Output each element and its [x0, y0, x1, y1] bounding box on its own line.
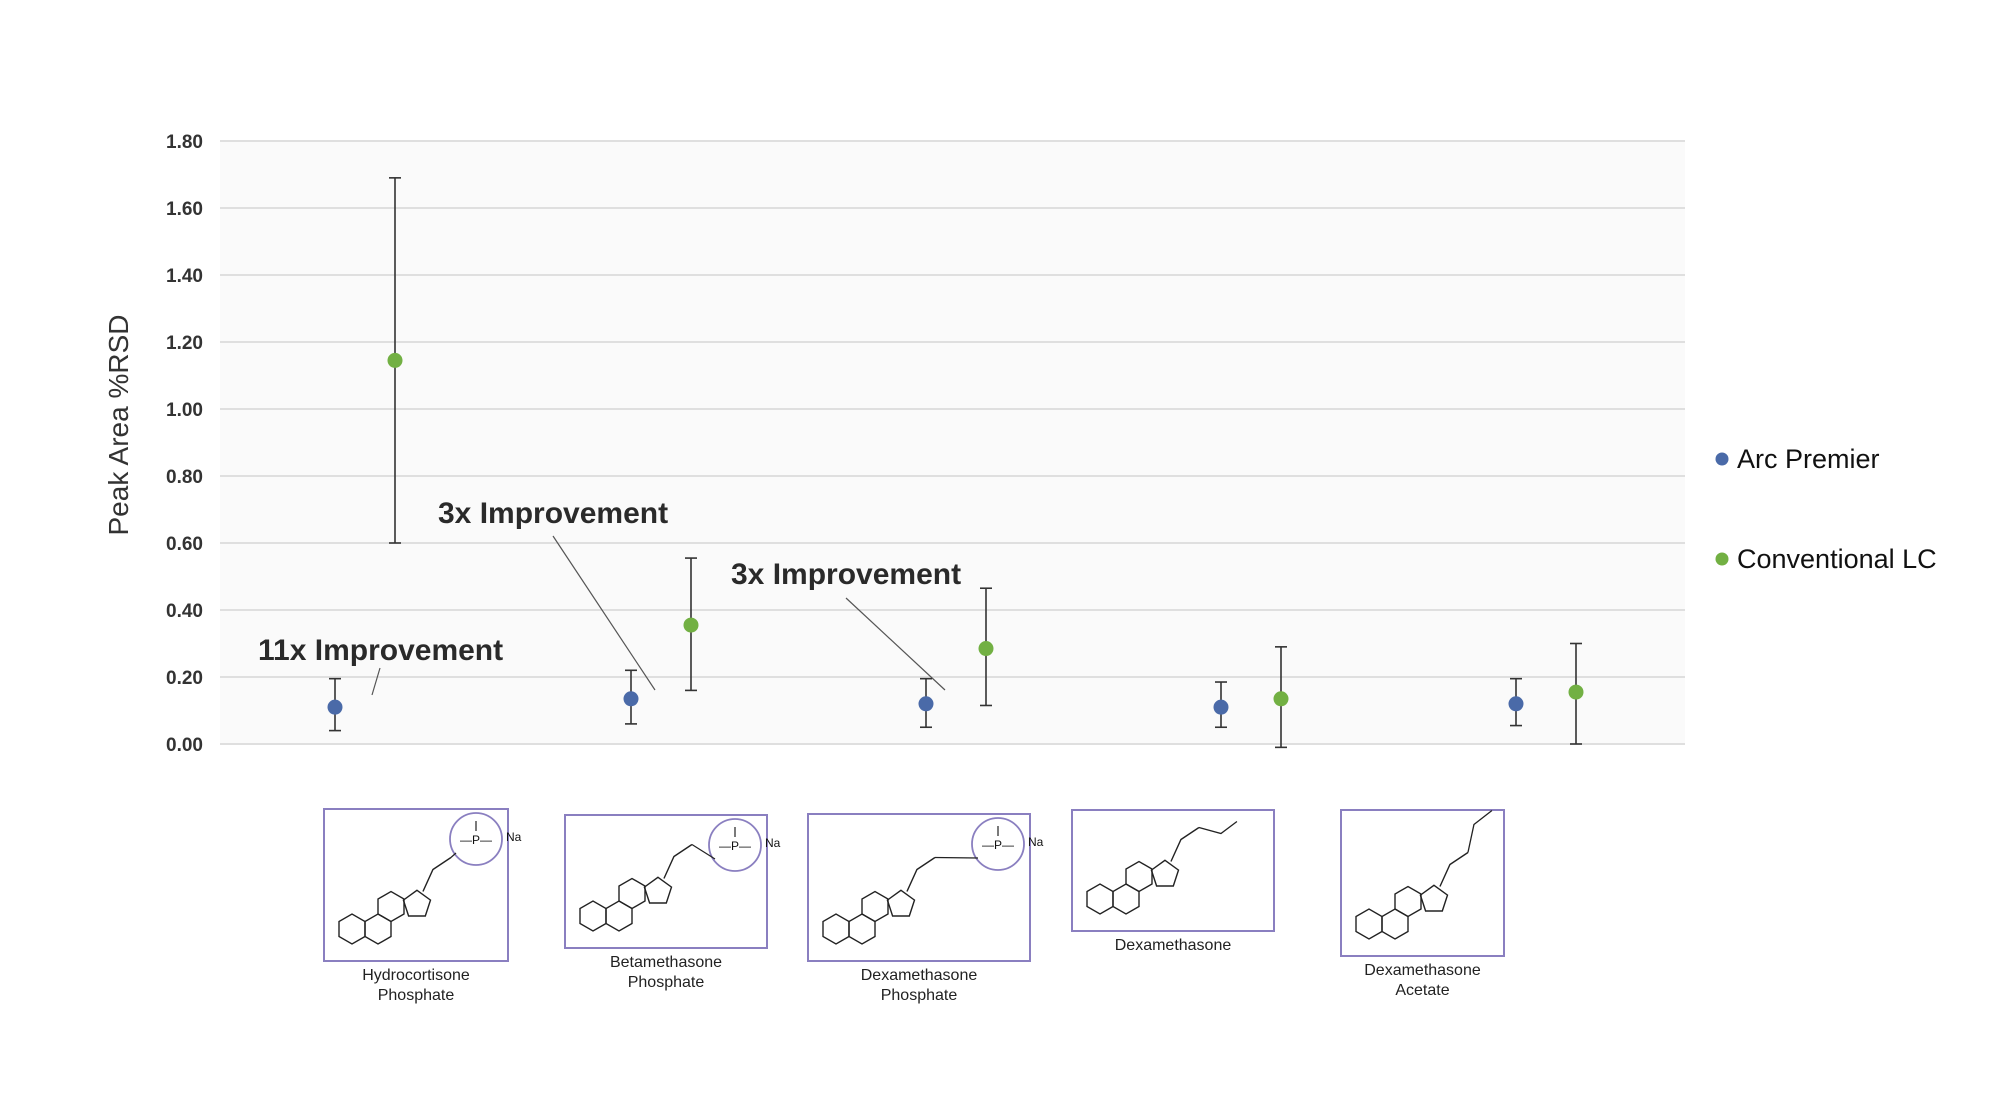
y-tick-label: 1.00	[166, 400, 203, 421]
y-tick-label: 1.80	[166, 132, 203, 153]
structure-dexamethasone: Dexamethasone	[1072, 810, 1274, 954]
structure-box	[1341, 810, 1504, 956]
structure-caption: Dexamethasone	[1115, 937, 1232, 954]
structure-caption: Betamethasone	[610, 954, 722, 971]
arc-premier-point	[1509, 696, 1524, 711]
structure-caption: Phosphate	[628, 974, 705, 991]
y-tick-label: 1.20	[166, 333, 203, 354]
legend-label: Arc Premier	[1737, 444, 1880, 474]
improvement-annotation: 11x Improvement	[258, 634, 503, 667]
y-axis-label: Peak Area %RSD	[103, 315, 134, 536]
phosphorus-atom: —P—	[982, 838, 1014, 852]
improvement-annotation: 3x Improvement	[731, 558, 961, 591]
counterion-label: Na	[506, 830, 522, 844]
conventional-lc-point	[684, 618, 699, 633]
arc-premier-point	[624, 691, 639, 706]
y-tick-label: 0.40	[166, 601, 203, 622]
y-tick-label: 0.80	[166, 467, 203, 488]
structure-box	[565, 815, 767, 948]
structure-caption: Dexamethasone	[861, 967, 978, 984]
structure-box	[324, 809, 508, 961]
legend-label: Conventional LC	[1737, 544, 1937, 574]
conventional-lc-point	[388, 353, 403, 368]
conventional-lc-point	[979, 641, 994, 656]
structure-caption: Dexamethasone	[1364, 962, 1481, 979]
structure-caption: Acetate	[1395, 982, 1449, 999]
molecule-structures: —P— Na Hydrocortisone Phosphate —P— Na Betamet…	[324, 809, 1504, 1004]
phosphorus-atom: —P—	[719, 839, 751, 853]
structure-dexamethasone-acetate: Dexamethasone Acetate	[1341, 810, 1504, 999]
y-tick-label: 0.20	[166, 668, 203, 689]
y-tick-labels: 0.00 0.20 0.40 0.60 0.80 1.00 1.20 1.40 1.60 1.80	[166, 132, 203, 756]
structure-betamethasone-phosphate: —P— Na Betamethasone Phosphate	[565, 815, 781, 991]
y-tick-label: 0.60	[166, 534, 203, 555]
counterion-label: Na	[1028, 835, 1044, 849]
y-tick-label: 0.00	[166, 735, 203, 756]
conventional-lc-point	[1274, 691, 1289, 706]
y-tick-label: 1.60	[166, 199, 203, 220]
y-tick-label: 1.40	[166, 266, 203, 287]
arc-premier-point	[328, 700, 343, 715]
conventional-lc-point	[1569, 685, 1584, 700]
arc-premier-point	[1214, 700, 1229, 715]
legend: Arc Premier Conventional LC	[1716, 444, 1937, 574]
structure-box	[808, 814, 1030, 961]
structure-caption: Hydrocortisone	[362, 967, 470, 984]
legend-marker	[1716, 453, 1729, 466]
structure-caption: Phosphate	[881, 987, 958, 1004]
structure-hydrocortisone-phosphate: —P— Na Hydrocortisone Phosphate	[324, 809, 522, 1004]
improvement-annotation: 3x Improvement	[438, 497, 668, 530]
legend-marker	[1716, 553, 1729, 566]
structure-dexamethasone-phosphate: —P— Na Dexamethasone Phosphate	[808, 814, 1044, 1004]
chart-figure: 0.00 0.20 0.40 0.60 0.80 1.00 1.20 1.40 1.60 1.80…	[0, 0, 2000, 1109]
counterion-label: Na	[765, 836, 781, 850]
phosphorus-atom: —P—	[460, 833, 492, 847]
arc-premier-point	[919, 696, 934, 711]
structure-caption: Phosphate	[378, 987, 455, 1004]
